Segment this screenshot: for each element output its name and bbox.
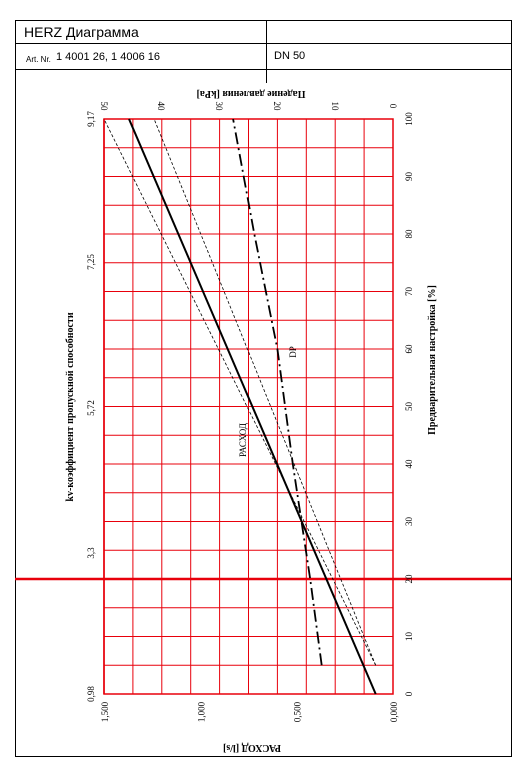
flow-tick-label: 1,500 [100, 701, 110, 722]
art-label: Art. Nr. [26, 55, 51, 64]
setting-tick-label: 60 [404, 344, 414, 354]
dp-tick-label: 20 [272, 102, 282, 112]
series-line-1 [103, 118, 377, 666]
setting-tick-label: 70 [404, 287, 414, 297]
dp-tick-label: 50 [99, 102, 109, 112]
dp-tick-label: 40 [156, 102, 166, 112]
setting-tick-label: 40 [404, 459, 414, 469]
series-label-dp: DP [288, 346, 298, 358]
kv-tick-label: 9,17 [86, 111, 96, 127]
series-line-3 [232, 118, 323, 666]
series-line-2 [153, 118, 377, 666]
dp-tick-label: 10 [330, 102, 340, 112]
setting-tick-label: 0 [404, 691, 414, 696]
series-line-0 [128, 118, 377, 695]
page-title: HERZ Диаграмма [24, 24, 139, 40]
setting-tick-label: 50 [404, 402, 414, 412]
flow-tick-label: 0,000 [389, 701, 399, 722]
kv-tick-label: 0,98 [86, 686, 96, 702]
kv-tick-label: 3,3 [86, 547, 96, 559]
kv-tick-label: 7,25 [86, 254, 96, 270]
setting-tick-label: 80 [404, 229, 414, 239]
flow-axis-title: РАСХОД [l/s] [223, 742, 281, 753]
setting-tick-label: 10 [404, 632, 414, 642]
setting-tick-label: 30 [404, 517, 414, 527]
header-divider [266, 21, 267, 83]
series-label-flow: РАСХОД [238, 423, 248, 457]
dp-tick-label: 30 [214, 102, 224, 112]
diagram-frame [15, 20, 512, 757]
setting-axis-title: Предварительная настройка [%] [427, 285, 438, 435]
art-numbers: 1 4001 26, 1 4006 16 [56, 51, 160, 63]
kv-axis-title: kv-коэффициент пропускной способности [65, 312, 76, 501]
header-title-row: HERZ Диаграмма [16, 21, 511, 44]
flow-tick-label: 1,000 [196, 701, 206, 722]
setting-tick-label: 100 [404, 112, 414, 126]
dn-size: DN 50 [274, 50, 306, 62]
flow-tick-label: 0,500 [293, 701, 303, 722]
dp-tick-label: 0 [388, 104, 398, 109]
setting-tick-label: 90 [404, 172, 414, 182]
setting-tick-label: 20 [404, 574, 414, 584]
dp-axis-title: Падение давления [kPa] [197, 88, 306, 99]
kv-tick-label: 5,72 [86, 400, 96, 416]
header-info-row: Art. Nr. 1 4001 26, 1 4006 16 DN 50 [16, 44, 511, 70]
